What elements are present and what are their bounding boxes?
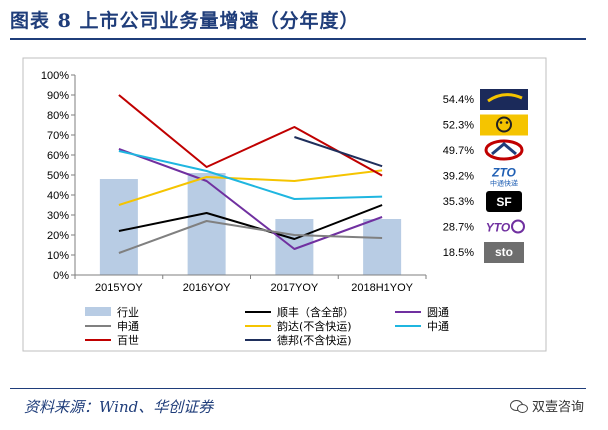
sf-bg (486, 191, 522, 212)
legend-label: 申通 (117, 320, 139, 333)
yto-mark: YTO (486, 221, 511, 235)
y-tick-label: 70% (47, 130, 69, 142)
figure-title: 图表 8 上市公司业务量增速（分年度） (10, 10, 360, 32)
y-tick-label: 30% (47, 210, 69, 222)
source-divider (10, 388, 586, 389)
chart-frame (22, 57, 547, 352)
y-tick-label: 40% (47, 190, 69, 202)
series-line-中通 (118, 150, 383, 200)
legend-label: 圆通 (427, 306, 449, 319)
best-ring (484, 139, 524, 161)
y-tick-label: 80% (47, 110, 69, 122)
end-value-label: 35.3% (443, 196, 474, 208)
series-line-顺丰（含全部） (118, 204, 383, 240)
zto-subtext: 中通快递 (490, 179, 518, 188)
end-value-label: 18.5% (443, 247, 474, 259)
best-logo (484, 139, 524, 161)
industry-bars (99, 173, 402, 275)
end-value-label: 49.7% (443, 145, 474, 157)
yunda-eye (499, 121, 503, 124)
x-tick-label: 2016YOY (183, 282, 231, 294)
legend-label: 百世 (117, 334, 139, 347)
end-value-label: 39.2% (443, 171, 474, 183)
legend-label: 中通 (427, 320, 449, 333)
legend-label: 德邦(不含快运) (277, 333, 352, 347)
end-value-labels: 54.4% 52.3% 49.7% 39.2% 35.3% 28.7% 18.5% (443, 94, 474, 259)
yunda-face (496, 116, 512, 133)
legend-swatch (85, 307, 111, 316)
deppon-swoosh (487, 93, 523, 103)
x-tick-label: 2017YOY (271, 282, 319, 294)
y-axis: 0% 10% 20% 30% 40% 50% 60% 70% 80% 90% 100% (41, 70, 76, 282)
legend-label: 韵达(不含快运) (277, 319, 352, 333)
series-line-圆通 (118, 148, 383, 250)
zto-mark: ZTO (491, 166, 516, 180)
title-divider (10, 38, 586, 40)
y-tick-label: 20% (47, 230, 69, 242)
x-tick-label: 2015YOY (95, 282, 143, 294)
best-chevron (491, 142, 517, 156)
end-value-label: 52.3% (443, 120, 474, 132)
growth-chart: 0% 10% 20% 30% 40% 50% 60% 70% 80% 90% 100% 2015YO… (22, 57, 547, 352)
y-tick-label: 50% (47, 170, 69, 182)
yto-ring (511, 219, 525, 234)
watermark: 双壹咨询 (510, 396, 584, 415)
series-line-德邦(不含快运) (294, 136, 383, 168)
sf-mark: SF (496, 195, 511, 209)
wechat-icon (510, 399, 528, 413)
bar-行业 (363, 219, 402, 275)
yunda-bg (480, 114, 528, 136)
series-line-申通 (118, 220, 383, 254)
sto-mark: sto (495, 245, 513, 259)
bar-行业 (275, 219, 314, 275)
yunda-eye (505, 121, 509, 124)
x-axis: 2015YOY 2016YOY 2017YOY 2018H1YOY (74, 274, 427, 294)
yto-logo: YTO (486, 219, 525, 235)
source-note: 资料来源：Wind、华创证券 (24, 398, 214, 416)
deppon-bg (480, 89, 528, 110)
sto-bg (484, 242, 524, 263)
x-tick-label: 2018H1YOY (351, 282, 413, 294)
yunda-logo (480, 114, 528, 136)
sf-logo: SF (486, 191, 522, 212)
series-line-韵达(不含快运) (118, 169, 383, 206)
bar-行业 (99, 179, 138, 275)
legend-label: 行业 (117, 306, 139, 319)
y-tick-label: 10% (47, 250, 69, 262)
y-tick-label: 90% (47, 90, 69, 102)
end-value-label: 28.7% (443, 222, 474, 234)
y-tick-label: 60% (47, 150, 69, 162)
watermark-label: 双壹咨询 (532, 400, 585, 415)
figure-header: 图表 8 上市公司业务量增速（分年度） (0, 0, 608, 44)
y-tick-label: 0% (53, 270, 69, 282)
end-value-label: 54.4% (443, 94, 474, 106)
company-lines (118, 94, 383, 254)
sto-logo: sto (484, 242, 524, 263)
legend-label: 顺丰（含全部） (277, 305, 354, 319)
deppon-logo (480, 89, 528, 110)
y-tick-label: 100% (41, 70, 69, 82)
